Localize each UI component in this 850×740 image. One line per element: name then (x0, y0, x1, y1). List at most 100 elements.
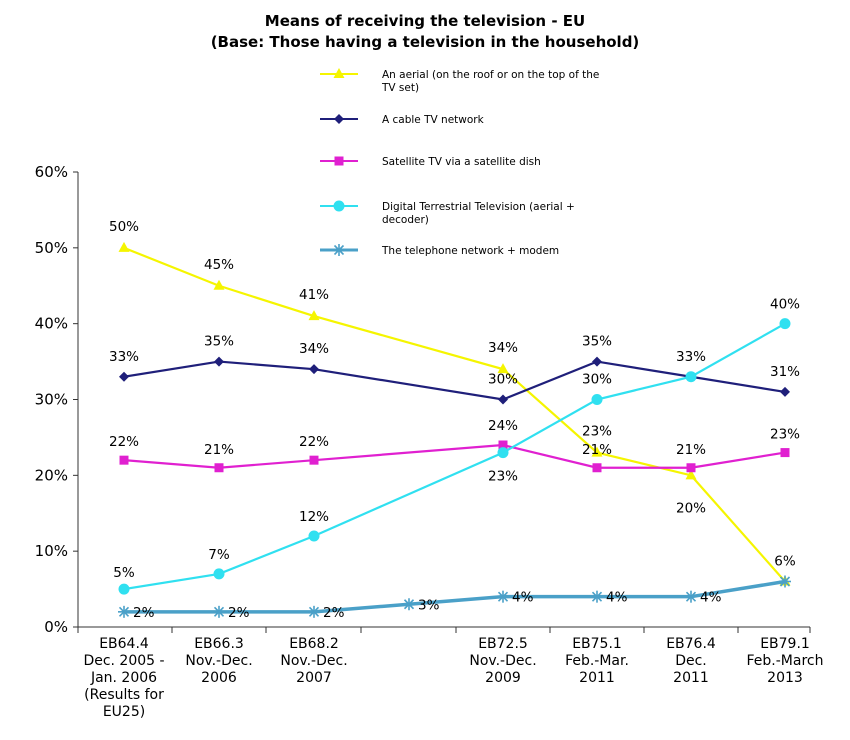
data-point (333, 200, 345, 212)
data-point (213, 568, 225, 580)
data-label: 50% (109, 219, 139, 235)
x-tick-label: EB76.4 (666, 636, 716, 652)
data-label: 22% (109, 434, 139, 450)
data-point (685, 469, 697, 480)
data-point (213, 605, 225, 618)
x-tick-label: 2006 (201, 670, 237, 686)
x-tick-label: Dec. (675, 653, 707, 669)
data-label: 35% (204, 334, 234, 350)
data-label: 23% (582, 424, 612, 440)
series-line (124, 579, 786, 614)
data-label: 21% (582, 442, 612, 458)
data-label: 2% (133, 605, 155, 621)
x-tick-label: EB79.1 (760, 636, 810, 652)
data-point (214, 356, 224, 367)
data-point (779, 575, 791, 588)
data-point (119, 371, 129, 382)
data-point (497, 447, 509, 459)
chart-subtitle: (Base: Those having a television in the … (210, 33, 640, 51)
x-tick-label: EB75.1 (572, 636, 622, 652)
data-label: 4% (606, 590, 628, 606)
data-label: 35% (582, 334, 612, 350)
y-tick-label: 60% (35, 163, 68, 181)
x-tick-label: Nov.-Dec. (469, 653, 536, 669)
legend-label: A cable TV network (382, 114, 485, 126)
data-point (308, 605, 320, 618)
data-label: 34% (299, 341, 329, 357)
data-point (498, 394, 508, 405)
data-point (119, 455, 129, 465)
data-point (685, 371, 697, 383)
data-point (497, 363, 509, 374)
data-point (309, 364, 319, 375)
data-point (213, 279, 225, 290)
data-point (333, 68, 345, 78)
legend-label: The telephone network + modem (381, 245, 559, 257)
data-label: 40% (770, 297, 800, 313)
data-label: 33% (676, 349, 706, 365)
data-label: 45% (204, 257, 234, 273)
x-tick-label: EB66.3 (194, 636, 244, 652)
data-label: 21% (204, 442, 234, 458)
chart-title: Means of receiving the television - EU (264, 12, 586, 30)
data-point (592, 463, 602, 473)
data-label: 23% (488, 469, 518, 485)
data-point (334, 156, 344, 166)
y-tick-label: 30% (35, 391, 68, 409)
x-tick-label: 2007 (296, 670, 332, 686)
x-tick-label: Dec. 2005 - (83, 653, 164, 669)
data-point (118, 605, 130, 618)
y-tick-label: 20% (35, 466, 68, 484)
data-point (118, 583, 130, 595)
data-label: 7% (208, 547, 230, 563)
y-tick-label: 40% (35, 315, 68, 333)
series-line (123, 246, 786, 583)
x-tick-label: Nov.-Dec. (280, 653, 347, 669)
data-label: 34% (488, 340, 518, 356)
legend-label: An aerial (on the roof or on the top of … (382, 69, 599, 81)
x-tick-label: EB64.4 (99, 636, 149, 652)
data-point (591, 590, 603, 603)
y-tick-label: 0% (44, 618, 68, 636)
x-tick-label: 2011 (673, 670, 709, 686)
data-label: 30% (582, 372, 612, 388)
x-tick-label: 2009 (485, 670, 521, 686)
data-label: 12% (299, 509, 329, 525)
data-point (118, 241, 130, 252)
data-point (309, 455, 319, 465)
data-label: 6% (774, 554, 796, 570)
data-point (308, 530, 320, 542)
data-point (403, 598, 415, 611)
data-label: 23% (770, 427, 800, 443)
data-point (686, 463, 696, 473)
x-tick-label: Feb.-March (747, 653, 824, 669)
legend-label: TV set) (381, 82, 419, 94)
x-tick-label: 2013 (767, 670, 803, 686)
y-tick-label: 10% (35, 542, 68, 560)
data-label: 4% (700, 590, 722, 606)
data-point (497, 590, 509, 603)
data-point (779, 318, 791, 330)
data-point (780, 386, 790, 397)
data-point (333, 244, 345, 256)
data-point (685, 590, 697, 603)
data-point (780, 448, 790, 458)
legend-label: Digital Terrestrial Television (aerial + (382, 201, 575, 213)
data-label: 3% (418, 597, 440, 613)
data-label: 24% (488, 418, 518, 434)
x-tick-label: 2011 (579, 670, 615, 686)
data-label: 2% (228, 605, 250, 621)
data-label: 21% (676, 442, 706, 458)
x-tick-label: Nov.-Dec. (185, 653, 252, 669)
y-tick-label: 50% (35, 239, 68, 257)
data-label: 33% (109, 349, 139, 365)
legend-label: Satellite TV via a satellite dish (382, 156, 541, 168)
data-label: 2% (323, 605, 345, 621)
legend-label: decoder) (382, 214, 429, 226)
data-label: 30% (488, 372, 518, 388)
data-label: 22% (299, 434, 329, 450)
x-tick-label: EB68.2 (289, 636, 339, 652)
data-point (498, 440, 508, 450)
data-point (214, 463, 224, 473)
